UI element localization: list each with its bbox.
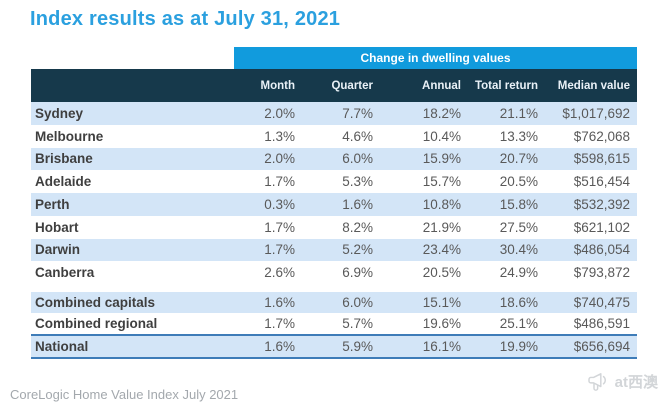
cell-quarter: 5.2% [342, 242, 373, 258]
column-header-annual: Annual [422, 79, 461, 92]
row-label: Darwin [35, 242, 81, 258]
cell-median-value: $762,068 [573, 128, 630, 144]
cell-quarter: 6.0% [342, 151, 373, 167]
cell-annual: 10.4% [422, 128, 461, 144]
cell-quarter: 1.6% [342, 196, 373, 212]
cell-annual: 21.9% [422, 219, 461, 235]
row-label: Combined capitals [35, 295, 156, 310]
cell-month: 1.7% [264, 219, 295, 235]
cell-quarter: 8.2% [342, 219, 373, 235]
table-row-adelaide: Adelaide 1.7% 5.3% 15.7% 20.5% $516,454 [31, 170, 637, 193]
cell-month: 2.6% [264, 265, 295, 281]
cell-quarter: 6.9% [342, 265, 373, 281]
cell-quarter: 6.0% [342, 295, 373, 310]
cell-quarter: 5.3% [342, 174, 373, 190]
row-label: Combined regional [35, 316, 158, 331]
cell-total-return: 21.1% [499, 105, 538, 121]
cell-total-return: 15.8% [499, 196, 538, 212]
cell-median-value: $1,017,692 [562, 105, 630, 121]
cell-annual: 20.5% [422, 265, 461, 281]
table-row-perth: Perth 0.3% 1.6% 10.8% 15.8% $532,392 [31, 193, 637, 216]
cell-month: 1.7% [264, 242, 295, 258]
cell-total-return: 24.9% [499, 265, 538, 281]
cell-month: 1.6% [264, 339, 295, 354]
cell-quarter: 4.6% [342, 128, 373, 144]
cell-total-return: 20.5% [499, 174, 538, 190]
watermark-label: at西澳 [614, 374, 658, 391]
column-header-total-return: Total return [474, 79, 538, 92]
cell-median-value: $740,475 [573, 295, 630, 310]
cell-month: 1.6% [264, 295, 295, 310]
cell-total-return: 13.3% [499, 128, 538, 144]
table-group-header: Change in dwelling values [234, 47, 637, 69]
dwelling-values-table: Change in dwelling values Month Quarter … [31, 47, 637, 359]
row-label: Melbourne [35, 128, 104, 144]
cell-median-value: $516,454 [573, 174, 630, 190]
table-header-row: Month Quarter Annual Total return Median… [31, 69, 637, 102]
table-row-combined-capitals: Combined capitals 1.6% 6.0% 15.1% 18.6% … [31, 292, 637, 313]
row-label: Canberra [35, 265, 95, 281]
cell-month: 1.3% [264, 128, 295, 144]
cell-annual: 15.1% [422, 295, 461, 310]
cell-annual: 15.9% [422, 151, 461, 167]
cell-quarter: 7.7% [342, 105, 373, 121]
cell-median-value: $486,054 [573, 242, 630, 258]
cell-quarter: 5.9% [342, 339, 373, 354]
row-label: National [35, 339, 89, 354]
row-label: Sydney [35, 105, 84, 121]
cell-month: 0.3% [264, 196, 295, 212]
cell-annual: 19.6% [422, 316, 461, 331]
table-row-hobart: Hobart 1.7% 8.2% 21.9% 27.5% $621,102 [31, 216, 637, 239]
cell-median-value: $656,694 [573, 339, 630, 354]
page-title: Index results as at July 31, 2021 [30, 8, 341, 30]
cell-month: 1.7% [264, 316, 295, 331]
column-header-median-value: Median value [557, 79, 630, 92]
table-row-brisbane: Brisbane 2.0% 6.0% 15.9% 20.7% $598,615 [31, 147, 637, 171]
megaphone-icon [587, 372, 610, 392]
cell-annual: 10.8% [422, 196, 461, 212]
row-label: Adelaide [35, 174, 92, 190]
cell-median-value: $793,872 [573, 265, 630, 281]
table-row-combined-regional: Combined regional 1.7% 5.7% 19.6% 25.1% … [31, 313, 637, 334]
table-row-national: National 1.6% 5.9% 16.1% 19.9% $656,694 [31, 334, 637, 359]
banner-row: Change in dwelling values [31, 47, 637, 69]
source-caption: CoreLogic Home Value Index July 2021 [10, 387, 239, 402]
row-label: Perth [35, 196, 70, 212]
cell-total-return: 27.5% [499, 219, 538, 235]
table-row-melbourne: Melbourne 1.3% 4.6% 10.4% 13.3% $762,068 [31, 125, 637, 148]
cell-median-value: $486,591 [573, 316, 630, 331]
cell-quarter: 5.7% [342, 316, 373, 331]
cell-annual: 18.2% [422, 105, 461, 121]
watermark: at西澳 [587, 371, 658, 392]
cell-total-return: 19.9% [499, 339, 538, 354]
table-row-darwin: Darwin 1.7% 5.2% 23.4% 30.4% $486,054 [31, 238, 637, 262]
cell-median-value: $532,392 [573, 196, 630, 212]
cell-month: 2.0% [264, 151, 295, 167]
cell-median-value: $621,102 [573, 219, 630, 235]
row-label: Hobart [35, 219, 79, 235]
cell-month: 1.7% [264, 174, 295, 190]
cell-total-return: 30.4% [499, 242, 538, 258]
cell-month: 2.0% [264, 105, 295, 121]
column-header-quarter: Quarter [331, 79, 373, 92]
cell-annual: 16.1% [422, 339, 461, 354]
cell-total-return: 18.6% [499, 295, 538, 310]
cell-median-value: $598,615 [573, 151, 630, 167]
cell-total-return: 20.7% [499, 151, 538, 167]
cell-annual: 23.4% [422, 242, 461, 258]
table-row-sydney: Sydney 2.0% 7.7% 18.2% 21.1% $1,017,692 [31, 102, 637, 125]
cell-total-return: 25.1% [499, 316, 538, 331]
table-row-canberra: Canberra 2.6% 6.9% 20.5% 24.9% $793,872 [31, 261, 637, 284]
banner-spacer [31, 47, 234, 69]
column-header-month: Month [260, 79, 295, 92]
cell-annual: 15.7% [422, 174, 461, 190]
section-gap [31, 284, 637, 292]
row-label: Brisbane [35, 151, 93, 167]
